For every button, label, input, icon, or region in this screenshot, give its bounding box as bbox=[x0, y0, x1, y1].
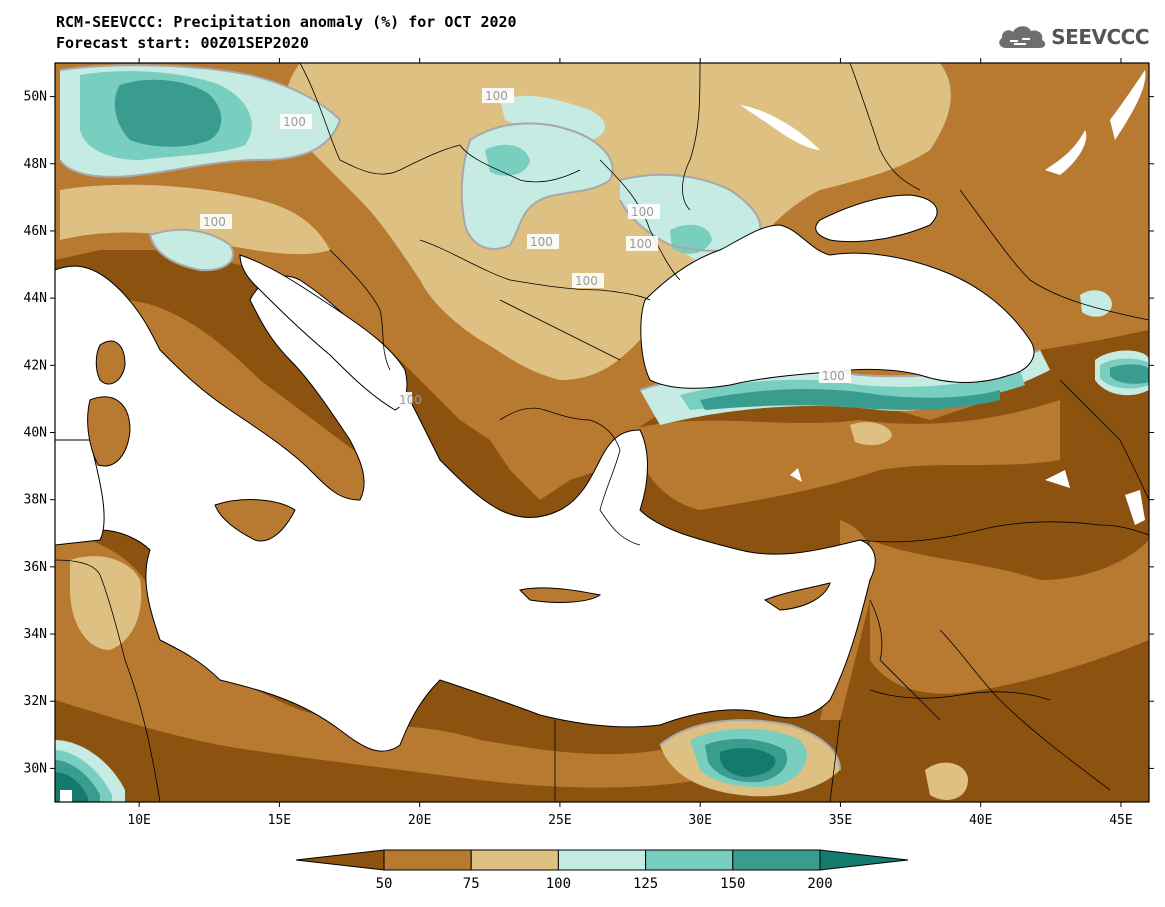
field-dry-africa-coast bbox=[55, 530, 700, 788]
contour-label: 100 bbox=[203, 215, 226, 229]
lon-tick-label: 35E bbox=[829, 813, 852, 828]
colorbar-label: 150 bbox=[720, 876, 745, 892]
longitude-axis: 10E 15E 20E 25E 30E 35E 40E 45E bbox=[127, 58, 1133, 828]
colorbar-label: 75 bbox=[463, 876, 480, 892]
colorbar-label: 200 bbox=[807, 876, 832, 892]
aegean-coast bbox=[499, 407, 641, 546]
lat-tick-label: 42N bbox=[24, 358, 47, 373]
lat-tick-label: 48N bbox=[24, 157, 47, 172]
lat-tick-label: 40N bbox=[24, 426, 47, 441]
lat-tick-label: 50N bbox=[24, 90, 47, 105]
field-dry-mid bbox=[630, 400, 1060, 510]
lat-tick-label: 38N bbox=[24, 493, 47, 508]
colorbar-segment bbox=[383, 849, 472, 871]
lat-tick-label: 30N bbox=[24, 761, 47, 776]
lat-tick-label: 36N bbox=[24, 560, 47, 575]
field-slightly-wet-po bbox=[150, 229, 234, 271]
field-slightly-wet-carpath-ridge bbox=[500, 95, 605, 140]
contour-label: 100 bbox=[399, 393, 422, 407]
field-slightly-dry-russia bbox=[720, 63, 944, 187]
islands bbox=[87, 340, 831, 611]
mediterranean-sea bbox=[55, 265, 876, 752]
water-bodies bbox=[55, 194, 1035, 752]
field-very-wet-germany bbox=[114, 79, 222, 147]
contour-label: 100 bbox=[530, 235, 553, 249]
field-dry-east bbox=[870, 540, 1149, 694]
lon-tick-label: 40E bbox=[969, 813, 992, 828]
contour-label: 100 bbox=[629, 237, 652, 251]
sea-of-azov bbox=[815, 194, 938, 243]
country-borders bbox=[55, 63, 1149, 802]
filled-contours bbox=[55, 63, 1149, 802]
field-wet-carpath bbox=[485, 144, 530, 176]
colorbar-segment bbox=[645, 849, 734, 871]
logo-text: SEEVCCC bbox=[1051, 25, 1149, 49]
contour-label: 100 bbox=[283, 115, 306, 129]
map-title: RCM-SEEVCCC: Precipitation anomaly (%) f… bbox=[56, 13, 517, 31]
lat-tick-label: 32N bbox=[24, 694, 47, 709]
colorbar-segment bbox=[819, 849, 909, 871]
colorbar-segment bbox=[295, 849, 385, 871]
colorbar-label: 100 bbox=[546, 876, 571, 892]
field-slightly-dry-syria-ring bbox=[925, 762, 968, 800]
sardinia bbox=[87, 396, 131, 467]
forecast-start-subtitle: Forecast start: 00Z01SEP2020 bbox=[56, 34, 309, 52]
field-very-wet-blacksea bbox=[700, 388, 1000, 410]
colorbar-segment bbox=[470, 849, 559, 871]
lon-tick-label: 25E bbox=[548, 813, 571, 828]
black-sea bbox=[640, 224, 1035, 389]
colorbar-label: 125 bbox=[633, 876, 658, 892]
colorbar-segment bbox=[732, 849, 821, 871]
contour-label: 100 bbox=[575, 274, 598, 288]
field-slightly-dry-tunisia bbox=[70, 556, 142, 650]
crete bbox=[518, 587, 602, 603]
lat-tick-label: 44N bbox=[24, 291, 47, 306]
corsica bbox=[95, 340, 126, 385]
field-dry-italy bbox=[120, 300, 387, 509]
lon-tick-label: 15E bbox=[268, 813, 291, 828]
cloud-icon bbox=[999, 26, 1046, 48]
lon-tick-label: 30E bbox=[688, 813, 711, 828]
sicily bbox=[214, 499, 296, 542]
contour-label: 100 bbox=[631, 205, 654, 219]
colorbar-label: 50 bbox=[376, 876, 393, 892]
colorbar: 50 75 100 125 150 200 bbox=[295, 849, 909, 892]
inland-white-patches bbox=[60, 70, 1146, 802]
field-extreme-wet-nile bbox=[719, 748, 776, 777]
lat-tick-label: 34N bbox=[24, 627, 47, 642]
field-slightly-dry-anatolia-patch bbox=[850, 422, 892, 446]
contour-label: 100 bbox=[822, 369, 845, 383]
seevccc-logo: SEEVCCC bbox=[996, 22, 1149, 52]
colorbar-segment bbox=[557, 849, 647, 871]
lon-tick-label: 10E bbox=[127, 813, 150, 828]
latitude-axis: 50N 48N 46N 44N 42N 40N 38N 36N 34N 32N 30N bbox=[24, 90, 1154, 776]
field-slightly-dry-alps bbox=[60, 184, 330, 255]
contour-label: 100 bbox=[485, 89, 508, 103]
lon-tick-label: 20E bbox=[408, 813, 431, 828]
contour-labels: 100 100 100 100 100 100 100 100 100 bbox=[200, 88, 851, 407]
lat-tick-label: 46N bbox=[24, 224, 47, 239]
lon-tick-label: 45E bbox=[1109, 813, 1132, 828]
cyprus bbox=[763, 582, 831, 611]
adriatic-sea bbox=[239, 254, 408, 411]
field-very-wet-east bbox=[1110, 364, 1149, 384]
